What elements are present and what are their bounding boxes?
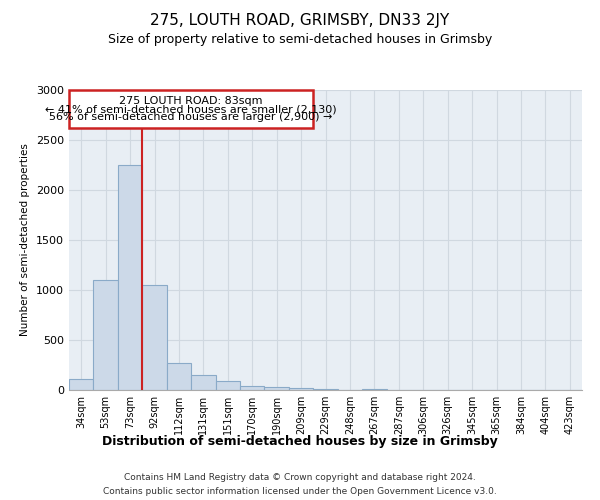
Bar [265,387,289,390]
Text: 275 LOUTH ROAD: 83sqm: 275 LOUTH ROAD: 83sqm [119,96,263,106]
Text: Distribution of semi-detached houses by size in Grimsby: Distribution of semi-detached houses by … [102,435,498,448]
Y-axis label: Number of semi-detached properties: Number of semi-detached properties [20,144,31,336]
Bar [118,165,142,390]
Bar [289,388,313,390]
Bar [69,90,313,128]
Text: Contains HM Land Registry data © Crown copyright and database right 2024.: Contains HM Land Registry data © Crown c… [124,472,476,482]
Text: ← 41% of semi-detached houses are smaller (2,130): ← 41% of semi-detached houses are smalle… [46,104,337,114]
Bar [69,379,94,390]
Bar [240,386,265,390]
Text: 56% of semi-detached houses are larger (2,900) →: 56% of semi-detached houses are larger (… [49,112,333,122]
Bar [362,388,386,390]
Bar [94,280,118,390]
Text: 275, LOUTH ROAD, GRIMSBY, DN33 2JY: 275, LOUTH ROAD, GRIMSBY, DN33 2JY [151,12,449,28]
Text: Size of property relative to semi-detached houses in Grimsby: Size of property relative to semi-detach… [108,32,492,46]
Bar [142,285,167,390]
Bar [313,388,338,390]
Text: Contains public sector information licensed under the Open Government Licence v3: Contains public sector information licen… [103,488,497,496]
Bar [215,381,240,390]
Bar [191,374,215,390]
Bar [167,362,191,390]
